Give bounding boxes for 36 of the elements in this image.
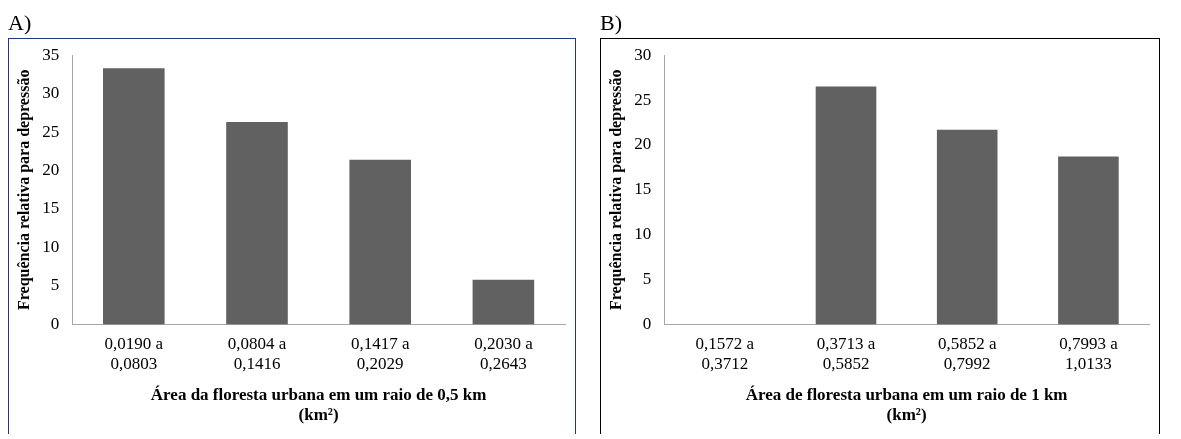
x-tick-label: 0,7993 a 1,0133 [1059,334,1119,374]
chart-title: B) [600,9,623,37]
y-tick-label: 0 [50,313,60,333]
bar [103,68,165,325]
x-tick-label: 0,1572 a 0,3712 [695,334,755,374]
y-tick-label: 20 [42,160,60,180]
x-tick-label: 0,3713 a 0,5852 [816,334,876,374]
chart-title: A) [8,9,33,37]
y-tick-label: 5 [50,275,60,295]
bar [1058,156,1119,325]
x-tick-label: 0,1417 a 0,2029 [350,334,410,374]
y-tick-label: 10 [634,224,652,244]
bar [472,279,535,325]
bar [226,122,288,325]
y-tick-label: 35 [42,44,60,64]
y-tick-label: 30 [42,83,60,103]
x-axis-title: Área da floresta urbana em um raio de 0,5 km (km²) [150,384,487,425]
y-axis-title: Frequência relativa para depressão [14,69,33,311]
y-tick-label: 10 [42,236,60,256]
y-tick-label: 0 [642,313,652,333]
x-tick-label: 0,0804 a 0,1416 [227,334,287,374]
x-tick-label: 0,5852 a 0,7992 [937,334,997,374]
bar [349,159,411,325]
x-tick-label: 0,0190 a 0,0803 [104,334,164,374]
y-tick-label: 15 [42,198,60,218]
bar [815,86,877,325]
y-axis-title: Frequência relativa para depressão [606,69,625,311]
x-axis-title: Área de floresta urbana em um raio de 1 km (km²) [745,384,1068,425]
y-tick-label: 20 [634,134,652,154]
x-tick-label: 0,2030 a 0,2643 [474,334,534,374]
y-tick-label: 5 [642,269,652,288]
y-tick-label: 25 [42,121,60,141]
bar [936,129,998,325]
y-tick-label: 25 [634,89,652,109]
y-tick-label: 15 [634,179,652,199]
y-tick-label: 30 [634,44,652,64]
